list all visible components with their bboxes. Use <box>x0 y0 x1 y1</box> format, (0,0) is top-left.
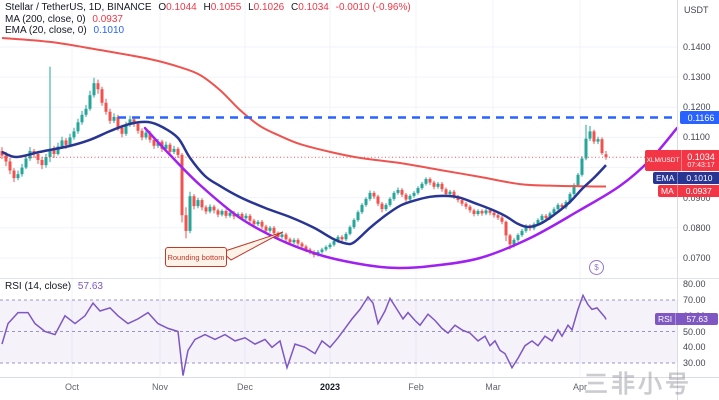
ma-price-badge: MA 0.0937 <box>658 185 719 197</box>
rsi-axis-label: 70.00 <box>683 295 706 305</box>
close-label: C <box>291 2 299 13</box>
rsi-axis-label: 40.00 <box>683 342 706 352</box>
price-axis-divider <box>677 0 678 400</box>
rsi-indicator-value: 57.63 <box>77 281 103 292</box>
resistance-price-value: 0.1166 <box>687 112 715 123</box>
ma-indicator-row[interactable]: MA (200, close, 0) 0.0937 <box>5 14 411 26</box>
candle-countdown: 07:43:17 <box>687 161 715 169</box>
time-axis-label: 2023 <box>319 382 341 392</box>
rsi-axis-label: 30.00 <box>683 358 706 368</box>
ema-indicator-label: EMA (20, close, 0) <box>5 25 87 36</box>
rounding-bottom-callout-text: Rounding bottom <box>167 252 225 262</box>
rounding-bottom-curve[interactable] <box>143 126 679 270</box>
high-value: 0.1055 <box>210 2 242 13</box>
price-axis-label: 0.1200 <box>683 102 711 112</box>
current-price-value: 0.1034 <box>687 151 715 162</box>
resistance-price-badge[interactable]: 0.1166 <box>680 111 719 124</box>
time-axis-label: Mar <box>485 382 501 392</box>
close-value: 0.1034 <box>298 2 329 13</box>
ema-indicator-value: 0.1010 <box>93 25 125 36</box>
chart-header: Stellar / TetherUS, 1D, BINANCE O0.1044 … <box>5 2 411 37</box>
price-axis-label: 0.1400 <box>683 42 711 52</box>
rsi-axis-label: 50.00 <box>683 327 706 337</box>
low-value: 0.1026 <box>253 2 285 13</box>
rounding-bottom-callout[interactable]: Rounding bottom <box>165 247 227 267</box>
rsi-indicator-label: RSI (14, close) <box>5 281 72 292</box>
price-axis-label: 0.1300 <box>683 72 711 82</box>
change-value: -0.0010 (-0.96%) <box>335 2 411 13</box>
ma-indicator-label: MA (200, close, 0) <box>5 13 86 25</box>
ema-badge-value: 0.1010 <box>686 173 713 183</box>
rsi-line <box>1 293 607 376</box>
rsi-axis-label: 80.00 <box>683 279 706 289</box>
callout-tail <box>221 231 284 261</box>
time-axis-divider <box>0 377 719 378</box>
watermark: 三非小号 <box>584 371 692 398</box>
open-label: O <box>158 2 167 13</box>
ema20-line <box>1 120 607 246</box>
price-axis-currency: USDT <box>684 5 709 15</box>
price-axis-label: 0.0700 <box>683 253 711 263</box>
pane-divider[interactable] <box>0 278 719 279</box>
symbol-title[interactable]: Stellar / TetherUS, 1D, BINANCE <box>5 2 152 13</box>
high-label: H <box>203 2 211 13</box>
time-axis-label: Oct <box>64 382 80 392</box>
ma200-line <box>1 36 607 188</box>
dollar-marker-icon[interactable]: $ <box>589 260 604 275</box>
time-axis-label: Apr <box>572 382 588 392</box>
time-axis-label: Dec <box>236 382 254 392</box>
ma-badge-label: MA <box>658 185 678 197</box>
rsi-badge-value: 57.63 <box>686 314 708 324</box>
ma-indicator-value: 0.0937 <box>92 13 123 25</box>
price-axis-label: 0.0800 <box>683 223 711 233</box>
rsi-indicator-row[interactable]: RSI (14, close) 57.63 <box>5 281 103 292</box>
symbol-info-row[interactable]: Stellar / TetherUS, 1D, BINANCE O0.1044 … <box>5 2 411 14</box>
price-axis-label: 0.0900 <box>683 193 711 203</box>
low-label: L <box>248 2 254 13</box>
ema-badge-label: EMA <box>653 172 679 184</box>
price-axis-label: 0.1100 <box>683 132 710 142</box>
rsi-value-badge: RSI 57.63 <box>655 313 719 325</box>
current-price-badge[interactable]: XLM/USDT 0.1034 07:43:17 <box>645 150 719 171</box>
ema-price-badge: EMA 0.1010 <box>653 172 719 184</box>
ema-indicator-row[interactable]: EMA (20, close, 0) 0.1010 <box>5 25 411 37</box>
open-value: 0.1044 <box>166 2 197 13</box>
current-price-symbol: XLM/USDT <box>645 150 682 171</box>
time-axis-label: Nov <box>151 382 169 392</box>
candlesticks[interactable] <box>0 66 608 258</box>
time-axis-label: Feb <box>408 382 424 392</box>
rsi-badge-label: RSI <box>655 313 677 325</box>
ma-badge-value: 0.0937 <box>685 186 712 196</box>
